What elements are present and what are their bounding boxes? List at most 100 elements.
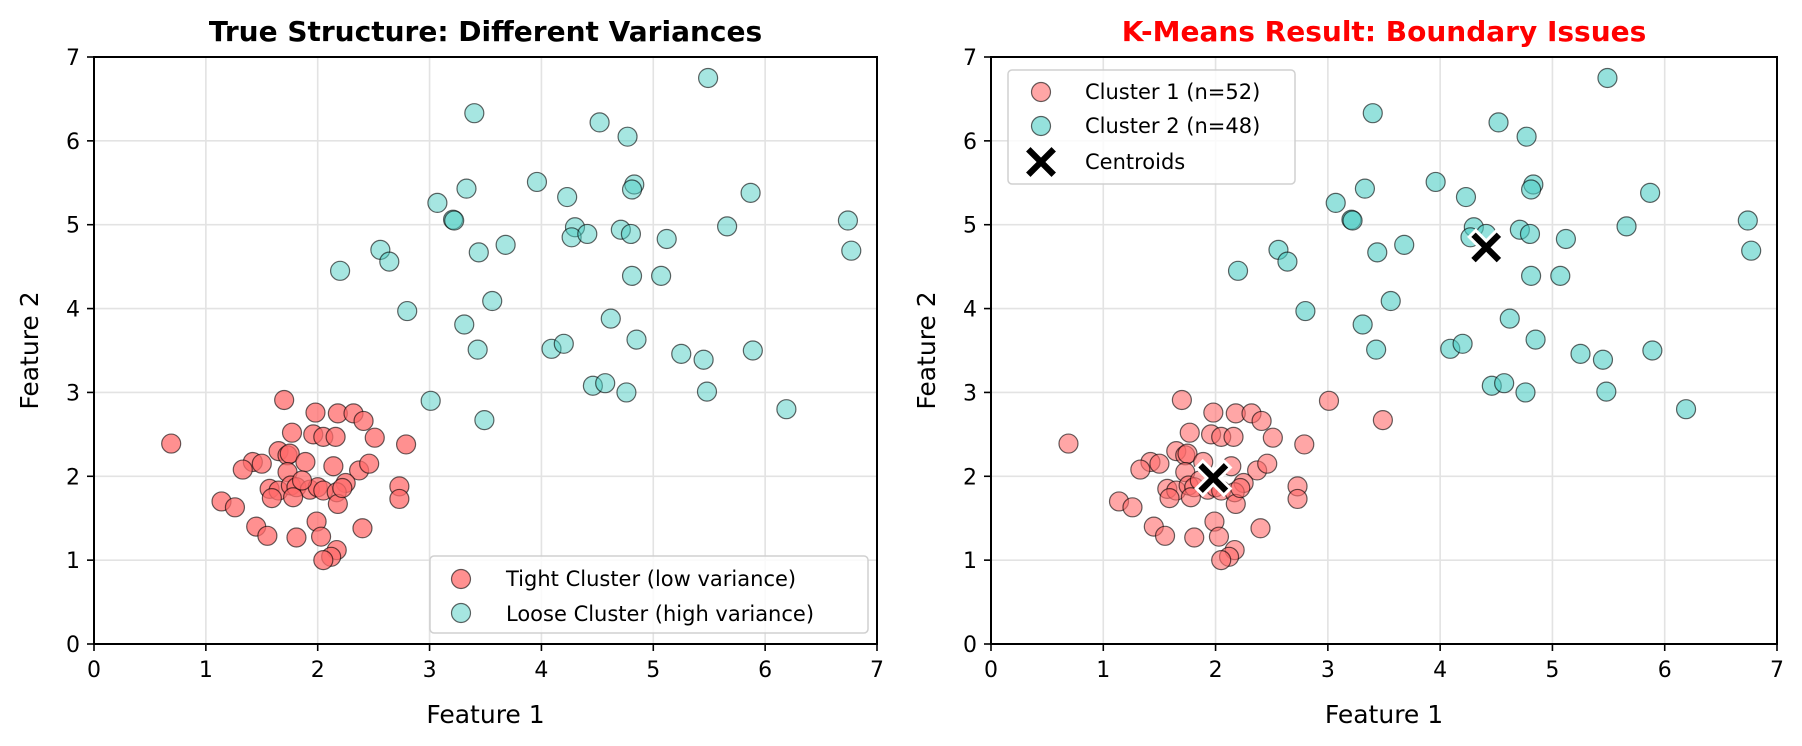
loose-cluster-point [467,339,488,360]
left-xtick-label: 2 [311,658,325,683]
tight-cluster-point [161,433,182,454]
loose-cluster-point [495,234,516,255]
cluster2-point [1362,103,1383,124]
loose-cluster-point [717,216,738,237]
tight-cluster-point [364,427,385,448]
loose-cluster-point [577,223,598,245]
left-xtick-label: 1 [199,658,213,683]
right-centroids [1194,228,1506,498]
left-points [161,67,862,571]
cluster1-point [1211,550,1232,571]
right-xtick-label: 1 [1096,658,1110,683]
cluster2-point [1354,178,1376,199]
loose-cluster-point [420,390,441,411]
tight-cluster-point [332,477,353,499]
right-ticks: 0 1 2 3 4 5 6 7 0 1 2 3 4 5 6 7 [963,46,1784,683]
tight-cluster-point [295,451,316,473]
right-xtick-label: 3 [1321,658,1335,683]
cluster2-point [1295,300,1316,322]
loose-cluster-point [427,192,448,214]
right-ylabel: Feature 2 [912,291,941,409]
loose-cluster-point [397,300,418,322]
cluster1-point [1179,422,1200,443]
loose-cluster-point [697,67,719,89]
cluster2-point [1737,210,1758,231]
cluster2-point [1342,210,1363,231]
right-xtick-label: 5 [1545,658,1559,683]
loose-cluster-point [464,103,485,124]
loose-cluster-point [626,329,647,350]
tight-cluster-point [257,525,278,546]
loose-cluster-point [454,314,475,335]
loose-cluster-point [616,382,637,403]
loose-cluster-point [696,381,718,402]
left-ytick-label: 4 [66,298,80,323]
cluster1-point [1294,434,1315,455]
left-panel: 0 1 2 3 4 5 6 7 0 1 2 3 4 5 6 7 True Structure: Differe… [15,15,884,729]
right-panel: 0 1 2 3 4 5 6 7 0 1 2 3 4 5 6 7 K-Means Result: Boundar… [912,15,1784,729]
left-ytick-label: 1 [66,549,80,574]
cluster2-point [1452,333,1473,354]
tight-cluster-point [359,453,380,474]
loose-cluster-point [329,260,351,281]
cluster2-point [1741,240,1762,261]
cluster1-point [1184,527,1205,548]
left-xlabel: Feature 1 [426,700,544,729]
cluster2-point [1425,171,1446,193]
right-legend: Cluster 1 (n=52) Cluster 2 (n=48) Centro… [1007,69,1296,185]
cluster1-point [1171,389,1192,411]
cluster2-point [1555,228,1577,250]
loose-cluster-point [671,343,692,364]
left-axes-frame [93,56,878,645]
left-xtick-label: 3 [423,658,437,683]
cluster2-point [1380,290,1401,312]
cluster2-point [1394,234,1415,255]
left-ytick-label: 6 [66,130,80,155]
cluster2-point [1515,382,1536,403]
cluster1-point [1251,410,1272,432]
loose-cluster-point [841,240,862,261]
cluster1-point [1262,427,1283,448]
right-ytick-label: 6 [963,130,977,155]
right-legend-box [1007,69,1296,185]
cluster2-point [1227,260,1249,281]
left-ytick-label: 5 [66,214,80,239]
right-ytick-label: 1 [963,549,977,574]
left-xtick-label: 7 [870,658,884,683]
cluster1-point [1203,402,1224,423]
loose-cluster-point [444,210,465,231]
right-xtick-label: 6 [1658,658,1672,683]
loose-cluster-point [837,210,859,231]
left-legend-label-loose: Loose Cluster (high variance) [506,602,814,626]
left-ylabel: Feature 2 [15,291,44,409]
cluster2-point [1325,192,1346,214]
cluster2-point [1455,186,1477,208]
cluster1-point [1180,487,1201,508]
right-xtick-label: 4 [1433,658,1447,683]
cluster1-point [1159,487,1180,509]
right-legend-label-cluster1: Cluster 1 (n=52) [1085,80,1260,104]
tight-cluster-point [353,410,374,432]
loose-cluster-point [740,182,761,203]
tight-cluster-point [251,453,272,474]
tight-cluster-point [286,527,307,548]
tight-cluster-point [274,389,295,411]
right-legend-marker-cluster1 [1030,81,1052,103]
loose-cluster-point [776,399,797,420]
cluster2-point [1597,67,1618,89]
left-ytick-label: 0 [66,633,80,658]
left-xtick-label: 6 [758,658,772,683]
cluster2-point [1516,126,1537,147]
right-ytick-label: 0 [963,633,977,658]
tight-cluster-point [325,426,346,447]
centroid-marker [1194,458,1233,498]
loose-cluster-point [456,178,477,199]
loose-cluster-point [589,112,610,133]
tight-cluster-point [283,487,304,508]
tight-cluster-point [313,550,334,571]
right-legend-label-cluster2: Cluster 2 (n=48) [1085,114,1260,138]
cluster2-point [1596,381,1617,402]
cluster2-point [1525,329,1546,350]
tight-cluster-point [352,518,373,539]
cluster1-point [1058,433,1079,454]
